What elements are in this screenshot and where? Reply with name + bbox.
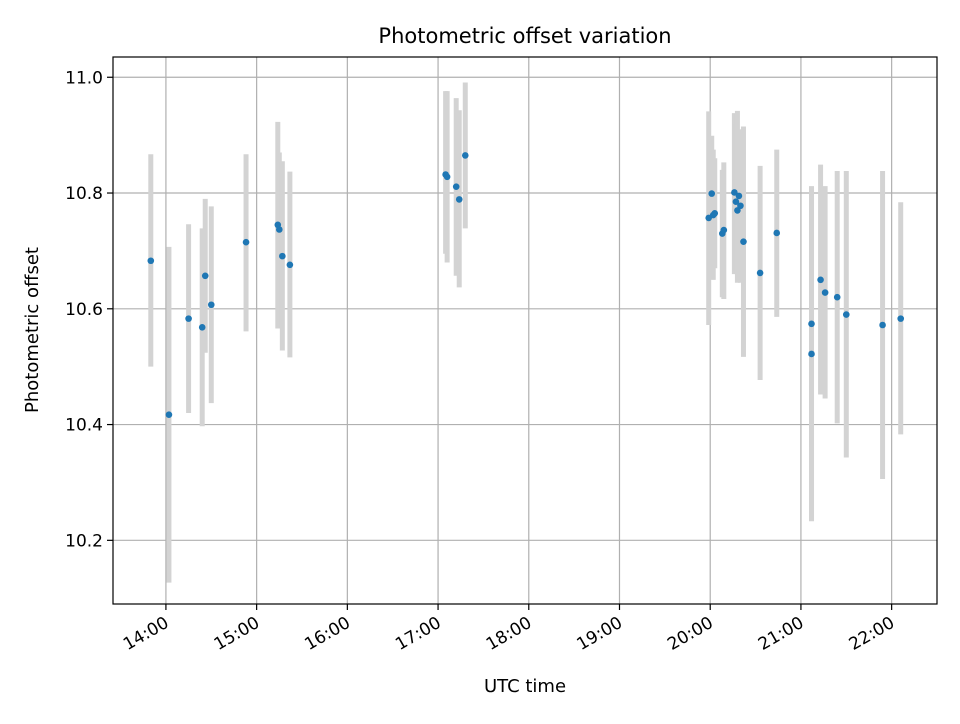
data-point xyxy=(756,269,764,277)
plot-frame xyxy=(112,56,938,605)
chart-title: Photometric offset variation xyxy=(378,24,671,48)
data-point xyxy=(817,276,824,284)
data-point xyxy=(286,261,294,269)
data-point xyxy=(773,229,781,237)
grid xyxy=(113,57,937,604)
data-points xyxy=(147,152,905,419)
y-tick-label: 10.8 xyxy=(65,184,103,204)
data-point xyxy=(276,226,283,233)
y-tick-label: 10.6 xyxy=(65,300,103,320)
data-point xyxy=(207,301,215,309)
data-point xyxy=(720,226,728,234)
y-axis-label: Photometric offset xyxy=(22,247,43,413)
y-tick-label: 10.2 xyxy=(65,531,103,551)
data-point xyxy=(808,350,815,358)
data-point xyxy=(808,320,815,328)
data-point xyxy=(732,198,740,206)
y-axis-ticks: 10.2 10.4 10.6 10.8 11.0 xyxy=(65,68,113,551)
data-point xyxy=(737,202,744,210)
data-point xyxy=(821,289,829,296)
data-point xyxy=(455,196,463,203)
data-point xyxy=(147,257,155,265)
data-point xyxy=(842,311,850,318)
data-point xyxy=(185,315,192,322)
data-point xyxy=(731,189,738,196)
data-point xyxy=(735,192,743,200)
x-axis-label: UTC time xyxy=(484,676,566,697)
y-tick-label: 11.0 xyxy=(65,68,103,88)
data-point xyxy=(198,324,206,331)
data-point xyxy=(897,315,905,322)
data-point xyxy=(165,411,173,419)
data-point xyxy=(740,238,747,245)
data-point xyxy=(452,183,460,190)
data-point xyxy=(279,252,286,260)
data-point xyxy=(833,293,841,301)
data-point xyxy=(461,152,469,159)
data-point xyxy=(443,173,451,181)
data-point xyxy=(708,190,716,197)
data-point xyxy=(242,238,250,246)
y-tick-label: 10.4 xyxy=(65,416,103,436)
data-point xyxy=(201,272,209,280)
data-point xyxy=(879,321,886,329)
data-point xyxy=(711,209,719,217)
